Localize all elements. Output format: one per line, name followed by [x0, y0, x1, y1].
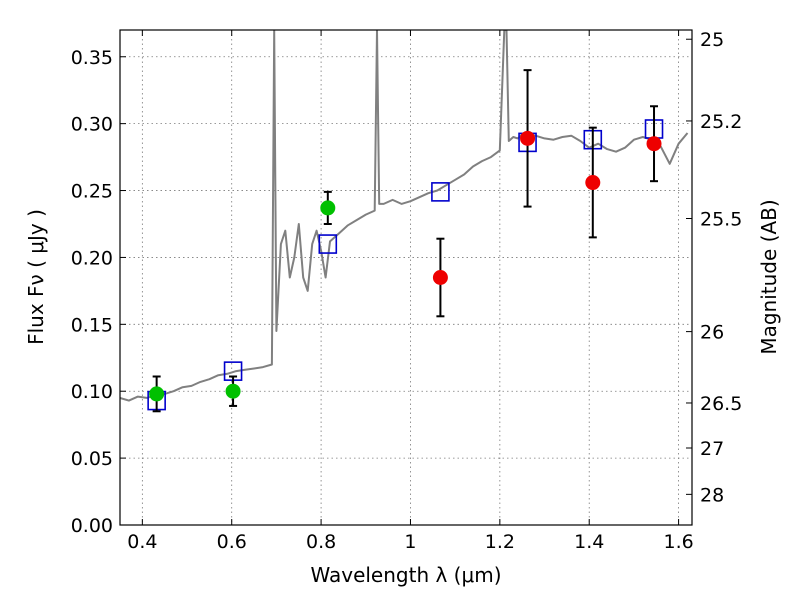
y-tick-label: 0.35	[71, 47, 113, 69]
y-tick-label: 0.20	[71, 247, 113, 269]
right-tick-label: 25	[700, 29, 724, 51]
right-axis-label: Magnitude (AB)	[757, 199, 781, 354]
x-tick-label: 0.8	[306, 531, 336, 553]
right-tick-label: 26	[700, 322, 724, 344]
observed-data-point	[432, 270, 448, 285]
model-photometry-square	[431, 182, 450, 202]
observed-data-point	[149, 386, 165, 402]
plot-frame	[119, 29, 693, 526]
observed-data-point	[320, 200, 336, 216]
plot-series	[120, 30, 689, 413]
x-tick-label: 1.4	[574, 531, 604, 553]
right-tick-label: 27	[700, 438, 724, 460]
y-tick-label: 0.15	[71, 314, 113, 336]
right-tick-label: 25.5	[700, 209, 742, 231]
x-tick-label: 1.6	[663, 531, 693, 553]
observed-data-point	[520, 130, 536, 146]
model-photometry-square	[318, 234, 338, 254]
x-tick-label: 1.2	[485, 531, 515, 553]
observed-data-point	[585, 175, 601, 191]
plot-area	[120, 30, 689, 413]
observed-data-point	[225, 383, 241, 399]
y-axis-label: Flux Fν ( μJy )	[24, 209, 48, 345]
y-tick-label: 0.00	[71, 515, 113, 537]
model-spectrum-line	[120, 30, 689, 402]
observed-data-point	[646, 136, 662, 152]
x-axis-label: Wavelength λ (μm)	[310, 563, 501, 587]
x-tick-label: 0.6	[217, 531, 247, 553]
x-tick-label: 0.4	[127, 531, 157, 553]
axis-ticks: 0.4 0.6 0.8 1 1.2 1.4 1.6 0.00 0.05 0.10 0.15 0.20 0…	[71, 29, 743, 553]
y-tick-label: 0.05	[71, 448, 113, 470]
right-tick-label: 25.2	[700, 111, 742, 133]
y-tick-label: 0.10	[71, 381, 113, 403]
right-tick-label: 26.5	[700, 393, 742, 415]
x-tick-label: 1	[404, 531, 416, 553]
grid-lines	[120, 30, 692, 525]
right-tick-label: 28	[700, 484, 724, 506]
y-tick-label: 0.25	[71, 181, 113, 203]
y-tick-label: 0.30	[71, 114, 113, 136]
